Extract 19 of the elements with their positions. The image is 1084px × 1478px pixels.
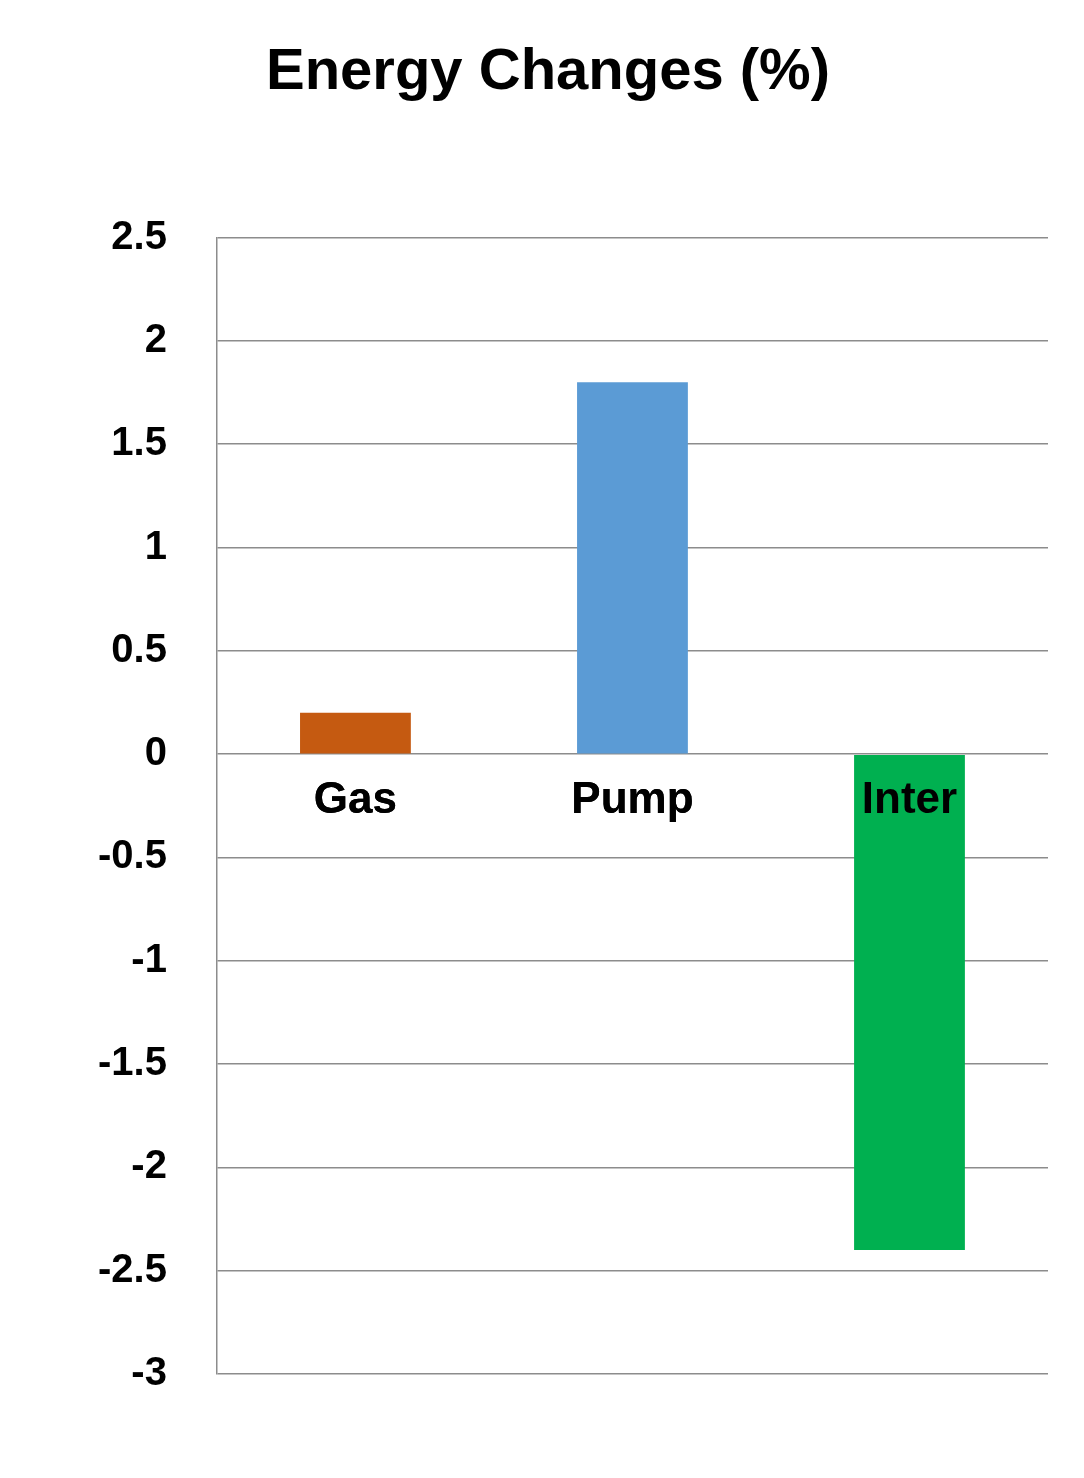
x-tick-label: Gas (313, 772, 398, 822)
x-tick-label: Pump (571, 772, 694, 822)
y-tick-label: 2 (144, 315, 167, 360)
y-tick-label: -1.5 (97, 1039, 167, 1084)
bar (577, 382, 688, 754)
y-tick-label: -0.5 (97, 832, 167, 877)
chart-title: Energy Changes (%) (266, 35, 830, 101)
y-tick-label: 0 (144, 729, 167, 774)
bar (854, 754, 965, 1251)
y-tick-label: 2.5 (111, 212, 167, 257)
y-tick-label: -2.5 (97, 1245, 167, 1290)
y-tick-label: -1 (131, 935, 167, 980)
y-tick-label: 1 (144, 522, 167, 567)
x-tick-label: Inter (861, 772, 958, 822)
bar (300, 712, 411, 754)
y-tick-label: 1.5 (111, 419, 167, 464)
y-tick-label: 0.5 (111, 625, 167, 670)
y-tick-label: -2 (131, 1142, 167, 1187)
y-tick-label: -3 (131, 1349, 167, 1394)
